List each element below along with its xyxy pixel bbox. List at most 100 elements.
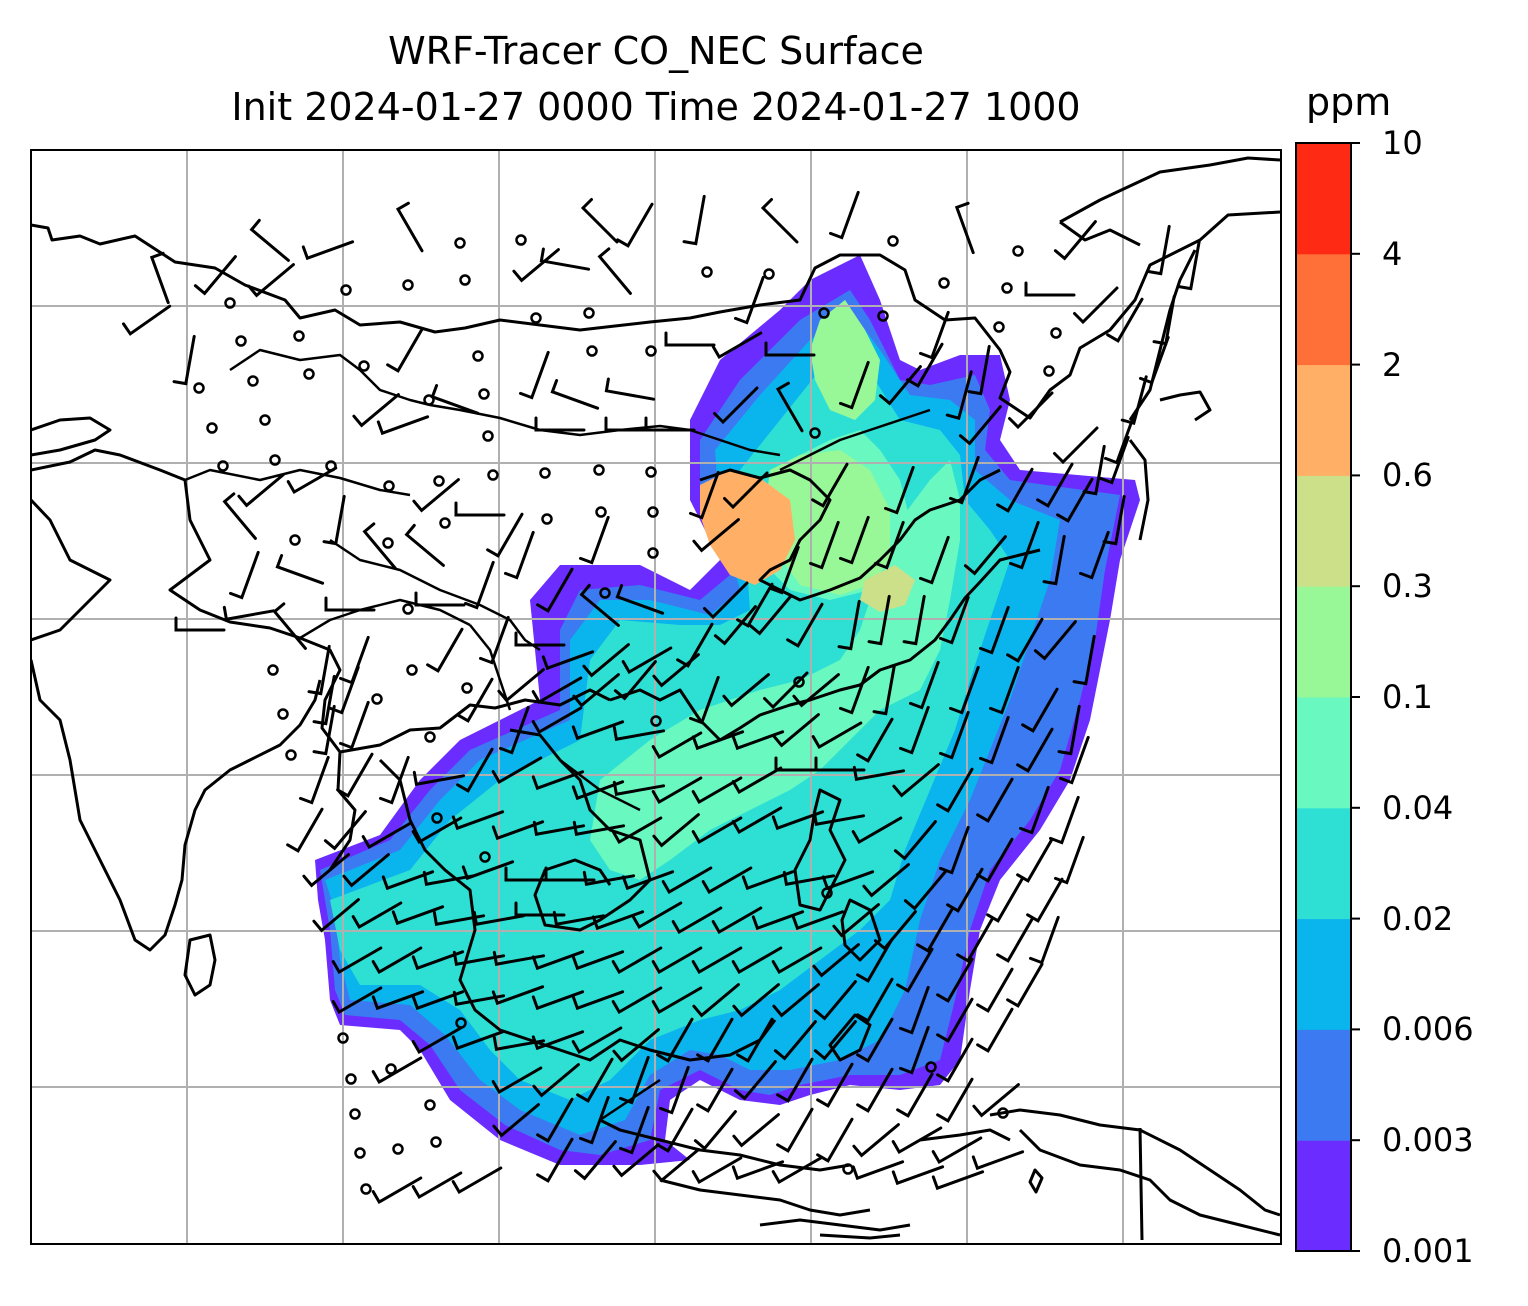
wind-barb — [906, 342, 944, 388]
wind-barb — [996, 917, 1034, 963]
calm-wind-marker — [583, 307, 595, 319]
concentration-contour-fill — [765, 450, 890, 595]
wind-barb — [1024, 281, 1076, 297]
calm-wind-marker — [293, 330, 305, 342]
calm-wind-marker — [454, 237, 466, 249]
wind-barb — [371, 990, 425, 1011]
wind-barb — [731, 806, 783, 835]
wind-barb — [939, 710, 970, 760]
wind-barb — [531, 990, 585, 1011]
calm-wind-marker — [193, 382, 205, 394]
colorbar-segment — [1296, 253, 1351, 366]
wind-barb — [1008, 391, 1054, 430]
wind-barb — [936, 1037, 974, 1083]
colorbar-tick-label: 4 — [1382, 234, 1403, 273]
wind-barb — [792, 673, 840, 708]
calm-wind-marker — [515, 234, 527, 246]
wind-barb — [571, 990, 625, 1011]
wind-barb — [491, 756, 543, 785]
colorbar-unit-label: ppm — [1306, 80, 1392, 124]
calm-wind-marker — [267, 664, 279, 676]
wind-barb — [612, 725, 666, 741]
calm-wind-marker — [430, 1136, 442, 1148]
colorbar-segment — [1296, 807, 1351, 920]
wind-barb — [891, 1165, 945, 1186]
wind-barb — [454, 501, 506, 517]
wind-barb — [856, 717, 894, 763]
wind-barb — [430, 384, 480, 415]
wind-barb — [451, 810, 505, 831]
calm-wind-marker — [371, 693, 383, 705]
wind-barb — [696, 1067, 734, 1113]
calm-wind-marker — [701, 266, 713, 278]
wind-barb — [872, 664, 896, 716]
colorbar-tick-label: 0.003 — [1382, 1121, 1474, 1160]
calm-wind-marker — [647, 547, 659, 559]
wind-barb — [873, 910, 917, 951]
colorbar — [1295, 142, 1360, 1252]
wind-barb — [531, 706, 583, 735]
wind-barb — [611, 946, 663, 975]
wind-barb — [222, 492, 257, 540]
calm-wind-marker — [1012, 245, 1024, 257]
wind-barb — [899, 1025, 930, 1075]
calm-wind-marker — [763, 268, 775, 280]
wind-barb — [331, 986, 383, 1015]
wind-barb — [597, 247, 632, 295]
wind-barb — [651, 731, 703, 760]
wind-barb — [748, 595, 792, 636]
colorbar-tick-label: 0.001 — [1382, 1232, 1474, 1270]
calm-wind-marker — [645, 466, 657, 478]
wind-barb — [1053, 426, 1099, 465]
wind-barb — [352, 393, 400, 428]
wind-barb — [736, 1017, 774, 1063]
wind-barb — [619, 1055, 650, 1105]
calm-wind-marker — [224, 297, 236, 309]
wind-barb — [1099, 435, 1130, 485]
wind-barb — [812, 943, 860, 978]
wind-barb — [763, 671, 809, 710]
wind-barb — [579, 515, 610, 565]
wind-barb — [351, 901, 403, 930]
calm-wind-marker — [337, 1032, 349, 1044]
wind-barb — [193, 255, 237, 296]
calm-wind-marker — [539, 467, 551, 479]
wind-barb — [613, 660, 657, 701]
wind-barb — [693, 1110, 737, 1151]
calm-wind-marker — [360, 1183, 372, 1195]
wind-barb — [229, 550, 260, 600]
wind-barb — [1009, 520, 1040, 570]
wind-barb — [324, 596, 376, 612]
wind-barb — [616, 202, 654, 248]
wind-barb — [946, 867, 984, 913]
wind-barb — [989, 665, 1020, 715]
wind-barb — [572, 820, 626, 836]
wind-barb — [786, 602, 824, 648]
wind-barb — [813, 980, 857, 1021]
calm-wind-marker — [993, 321, 1005, 333]
wind-barb — [1059, 735, 1090, 785]
wind-barb — [479, 615, 510, 665]
colorbar-tick-label: 2 — [1382, 345, 1403, 384]
calm-wind-marker — [647, 506, 659, 518]
wind-barb — [967, 344, 991, 396]
concentration-contour-fill — [860, 565, 915, 612]
wind-barb — [741, 870, 795, 891]
wind-barb — [391, 905, 445, 926]
wind-barb — [571, 950, 625, 971]
wind-barb — [931, 1136, 983, 1165]
wind-barb — [711, 906, 763, 935]
wind-barb — [916, 907, 954, 953]
wind-barb — [971, 1150, 1025, 1171]
wind-barb — [536, 1097, 574, 1143]
calm-wind-marker — [349, 1108, 361, 1120]
wind-barb — [612, 1028, 660, 1063]
calm-wind-marker — [595, 506, 607, 518]
wind-barb — [552, 910, 606, 926]
colorbar-tick-label: 0.1 — [1382, 678, 1433, 716]
wind-barb — [550, 379, 600, 410]
calm-wind-marker — [586, 345, 598, 357]
wind-barb — [809, 520, 840, 570]
calm-wind-marker — [382, 537, 394, 549]
wind-barb — [949, 455, 980, 505]
